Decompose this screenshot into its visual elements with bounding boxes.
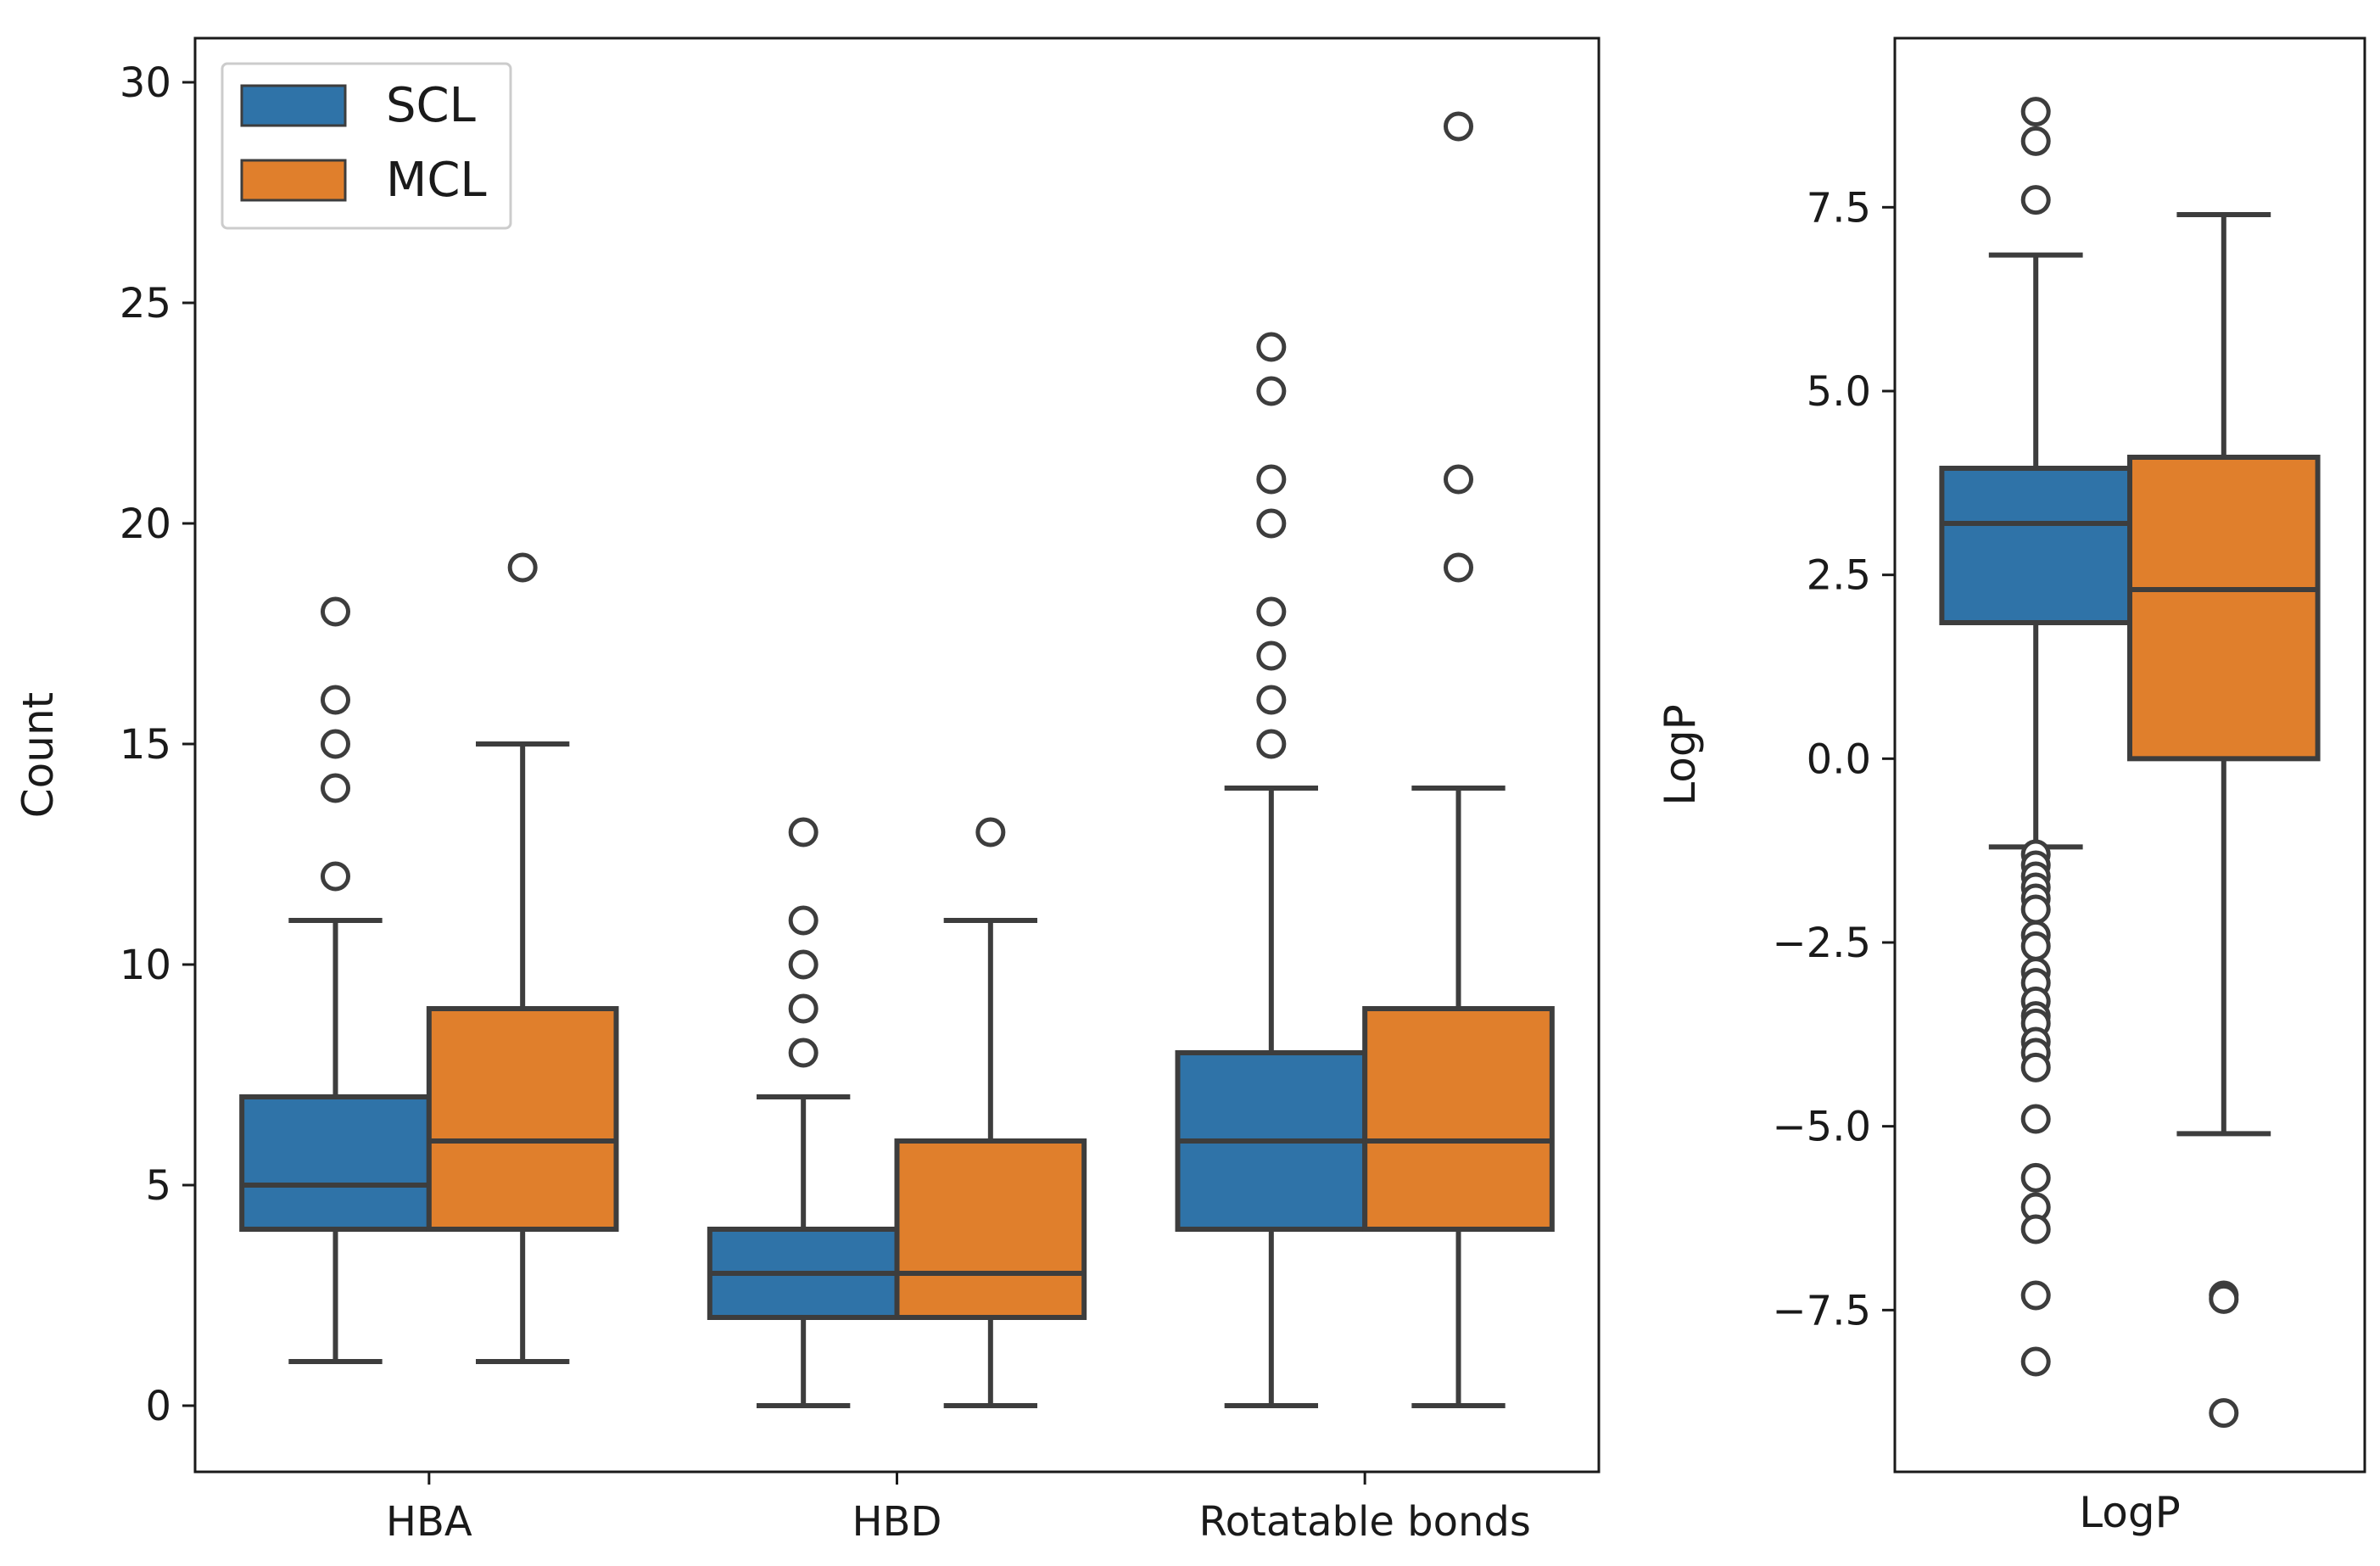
count-y-axis-ticks: 0 5 10 15 20 25 30 (120, 59, 195, 1430)
scl-hba-box (239, 1094, 432, 1232)
logp-y-tick-label-5: 5.0 (1807, 368, 1871, 416)
scl-hba-outlier-2 (321, 729, 350, 759)
scl-rotatable-bonds-outlier-6 (1256, 376, 1287, 406)
logp-scl-outlier-8 (2020, 894, 2051, 925)
count-y-tick-label-10: 10 (120, 942, 171, 989)
logp-scl-outlier-22 (2020, 1214, 2051, 1244)
logp-y-axis-label: LogP (1656, 704, 1705, 805)
scl-rotatable-bonds-outlier-0 (1256, 729, 1287, 759)
mcl-rotatable-bonds-box (1362, 1006, 1555, 1232)
logp-y-axis-ticks: −7.5 −5.0 −2.5 0.0 2.5 5.0 7.5 (1772, 184, 1895, 1334)
count-y-tick-label-5: 5 (145, 1162, 171, 1210)
mcl-hbd-box (894, 1138, 1087, 1320)
logp-y-tick-label-3: 0.0 (1807, 735, 1871, 783)
logp-scl-outlier-2 (2020, 97, 2051, 127)
logp-y-tick-label-6: 7.5 (1807, 184, 1871, 232)
count-x-axis-ticks: HBA HBD Rotatable bonds (386, 1472, 1531, 1546)
count-y-tick-label-20: 20 (120, 501, 171, 548)
scl-hba-outlier-1 (321, 773, 350, 803)
mcl-hba-box (426, 1006, 619, 1232)
logp-scl-outlier-1 (2020, 126, 2051, 156)
legend-swatch-mcl (240, 159, 347, 202)
scl-rotatable-bonds-outlier-5 (1256, 464, 1287, 495)
logp-scl-outlier-0 (2020, 185, 2051, 215)
logp-scl-outlier-18 (2020, 1052, 2051, 1082)
logp-mcl-outlier-1 (2209, 1284, 2239, 1314)
count-x-tick-label-hba: HBA (386, 1498, 472, 1546)
logp-boxplot-panel: −7.5 −5.0 −2.5 0.0 2.5 5.0 7.5 LogP LogP (1656, 36, 2366, 1537)
scl-rotatable-bonds-outlier-1 (1256, 685, 1287, 715)
scl-hbd-outlier-2 (788, 949, 818, 980)
logp-x-axis-label: LogP (2079, 1488, 2180, 1537)
count-y-tick-label-0: 0 (145, 1383, 171, 1430)
logp-scl-box (1939, 466, 2132, 625)
logp-plot-frame (1893, 36, 2366, 1474)
logp-y-tick-label-1: −5.0 (1772, 1104, 1871, 1151)
logp-scl-outlier-24 (2020, 1346, 2051, 1377)
legend: SCL MCL (221, 62, 512, 230)
scl-rotatable-bonds-outlier-4 (1256, 508, 1287, 539)
mcl-rotatable-bonds-outlier-1 (1444, 464, 1473, 495)
legend-swatch-scl (240, 84, 347, 127)
scl-hba-outlier-3 (321, 685, 350, 715)
count-x-tick-label-hbd: HBD (852, 1498, 942, 1546)
scl-hbd-outlier-1 (788, 993, 818, 1024)
count-y-axis-label: Count (14, 692, 63, 819)
logp-scl-outlier-19 (2020, 1104, 2051, 1134)
logp-y-tick-label-4: 2.5 (1807, 552, 1871, 600)
mcl-hbd-outlier-0 (975, 817, 1006, 847)
logp-plot-area (1939, 97, 2321, 1429)
logp-scl-outlier-20 (2020, 1162, 2051, 1193)
logp-y-tick-label-0: −7.5 (1772, 1287, 1871, 1334)
scl-hbd-outlier-0 (788, 1037, 818, 1068)
logp-mcl-outlier-2 (2209, 1398, 2239, 1429)
logp-y-tick-label-2: −2.5 (1772, 920, 1871, 967)
count-y-tick-label-25: 25 (120, 280, 171, 327)
count-boxplot-panel: 0 5 10 15 20 25 30 HBA HBD Rotatable bonds Count… (14, 36, 1601, 1546)
count-y-tick-label-15: 15 (120, 721, 171, 769)
scl-hbd-outlier-3 (788, 905, 818, 936)
count-plot-area (239, 111, 1555, 1408)
logp-scl-outlier-10 (2020, 931, 2051, 961)
mcl-rotatable-bonds-outlier-2 (1444, 111, 1473, 142)
logp-scl-outlier-23 (2020, 1280, 2051, 1311)
scl-rotatable-bonds-outlier-2 (1256, 640, 1287, 671)
scl-rotatable-bonds-outlier-3 (1256, 596, 1287, 627)
count-y-tick-label-30: 30 (120, 59, 171, 107)
scl-hba-outlier-4 (321, 596, 350, 627)
legend-label-mcl: MCL (386, 153, 487, 208)
legend-label-scl: SCL (386, 78, 476, 133)
scl-hbd-outlier-4 (788, 817, 818, 847)
mcl-rotatable-bonds-outlier-0 (1444, 552, 1473, 583)
logp-mcl-box (2127, 455, 2321, 762)
scl-hba-outlier-0 (321, 861, 350, 892)
scl-rotatable-bonds-outlier-7 (1256, 332, 1287, 362)
count-x-tick-label-rotatable-bonds: Rotatable bonds (1198, 1498, 1530, 1546)
mcl-hba-outlier-0 (507, 552, 538, 583)
